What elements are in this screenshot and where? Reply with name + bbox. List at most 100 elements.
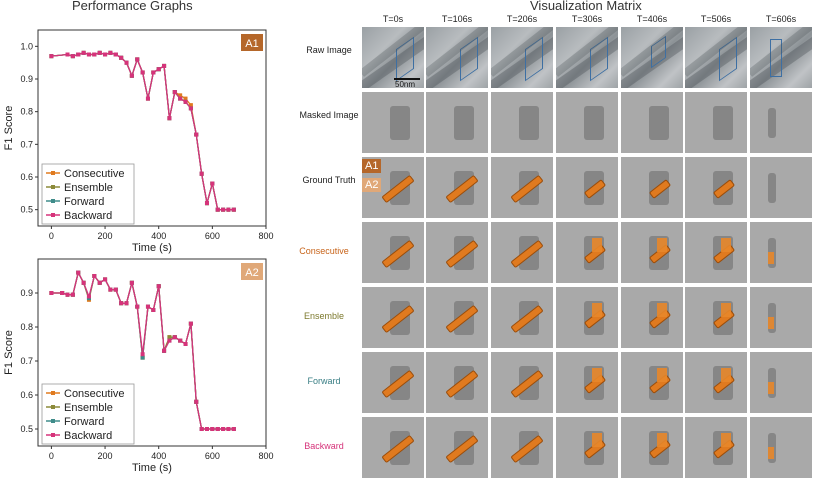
legend-marker	[51, 213, 55, 217]
data-point	[145, 304, 150, 309]
data-point	[167, 338, 172, 343]
data-point	[231, 207, 236, 212]
matrix-cell	[685, 92, 747, 153]
y-tick-label: 0.5	[20, 424, 33, 434]
matrix-cell	[491, 287, 553, 348]
data-point	[199, 171, 204, 176]
matrix-cell	[685, 417, 747, 478]
legend-label: Backward	[64, 210, 112, 222]
legend-label: Ensemble	[64, 402, 113, 414]
prediction-patch	[592, 433, 602, 447]
matrix-cell	[750, 222, 812, 283]
prediction-patch	[768, 447, 774, 459]
y-tick-label: 0.7	[20, 356, 33, 366]
column-label: T=206s	[506, 14, 538, 24]
matrix-cell	[556, 27, 618, 88]
matrix-cell	[685, 287, 747, 348]
roi-box	[460, 36, 478, 82]
data-point	[204, 427, 209, 431]
matrix-cell	[426, 352, 488, 413]
legend-marker	[51, 405, 55, 409]
prediction-patch	[721, 368, 731, 382]
y-tick-label: 0.7	[20, 139, 33, 149]
particle-region	[768, 173, 776, 203]
y-tick-label: 0.9	[20, 288, 33, 298]
matrix-cell	[685, 27, 747, 88]
column-label: T=506s	[700, 14, 732, 24]
data-point	[76, 52, 81, 57]
matrix-cell	[750, 157, 812, 218]
roi-box	[590, 36, 608, 82]
row-label: Forward	[307, 376, 341, 386]
matrix-cell	[621, 157, 683, 218]
prediction-patch	[592, 368, 602, 382]
prediction-patch	[657, 368, 667, 382]
data-point	[140, 70, 145, 75]
particle-region	[713, 106, 733, 140]
data-point	[162, 63, 167, 68]
data-point	[92, 274, 97, 278]
x-axis-label: Time (s)	[132, 242, 172, 254]
data-point	[178, 93, 183, 98]
matrix-cell	[621, 287, 683, 348]
matrix-cell	[556, 222, 618, 283]
y-tick-label: 0.5	[20, 205, 33, 215]
legend-marker	[51, 433, 55, 437]
row-label: Masked Image	[299, 110, 359, 120]
particle-region	[390, 106, 410, 140]
data-point	[188, 106, 193, 111]
legend-marker	[51, 391, 55, 395]
data-point	[81, 50, 86, 55]
x-tick-label: 400	[151, 231, 166, 241]
matrix-cell	[426, 222, 488, 283]
matrix-cell	[750, 92, 812, 153]
matrix-cell	[362, 352, 424, 413]
scale-bar-label: 50nm	[395, 80, 416, 89]
matrix-cell	[362, 92, 424, 153]
scale-bar	[394, 78, 420, 80]
row-label: Backward	[304, 441, 344, 451]
matrix-cell	[556, 417, 618, 478]
data-point	[135, 304, 140, 309]
data-point	[194, 132, 199, 137]
legend-marker	[51, 171, 55, 175]
data-point	[140, 355, 145, 360]
data-point	[49, 291, 54, 295]
data-point	[210, 181, 215, 186]
data-point	[178, 96, 183, 101]
row-label: Ground Truth	[302, 175, 356, 185]
x-tick-label: 0	[49, 451, 54, 461]
roi-box	[770, 39, 782, 77]
column-label: T=0s	[382, 14, 404, 24]
matrix-cell	[362, 27, 424, 88]
plot-frame	[37, 258, 267, 447]
row-label: Raw Image	[306, 45, 352, 55]
x-tick-label: 400	[151, 451, 166, 461]
data-point	[140, 352, 145, 357]
data-point	[156, 284, 161, 289]
matrix-cell	[491, 417, 553, 478]
data-point	[124, 60, 129, 65]
data-point	[129, 280, 134, 285]
legend-marker	[51, 199, 55, 203]
column-label: T=606s	[765, 14, 797, 24]
x-tick-label: 600	[205, 451, 220, 461]
y-axis-label: F1 Score	[3, 106, 15, 151]
matrix-cell	[621, 27, 683, 88]
matrix-cell	[621, 352, 683, 413]
data-point	[97, 50, 102, 55]
row-label: Consecutive	[299, 246, 349, 256]
prediction-patch	[721, 238, 731, 252]
prediction-patch	[657, 433, 667, 447]
matrix-cell	[750, 417, 812, 478]
data-point	[86, 294, 91, 299]
region-tag-a1: A1	[362, 159, 382, 173]
particle-region	[454, 106, 474, 140]
data-point	[81, 280, 86, 285]
roi-box	[719, 36, 737, 82]
matrix-cell	[556, 287, 618, 348]
data-point	[199, 427, 204, 431]
particle-region	[768, 108, 776, 138]
matrix-cell	[750, 287, 812, 348]
legend-box	[41, 163, 135, 225]
